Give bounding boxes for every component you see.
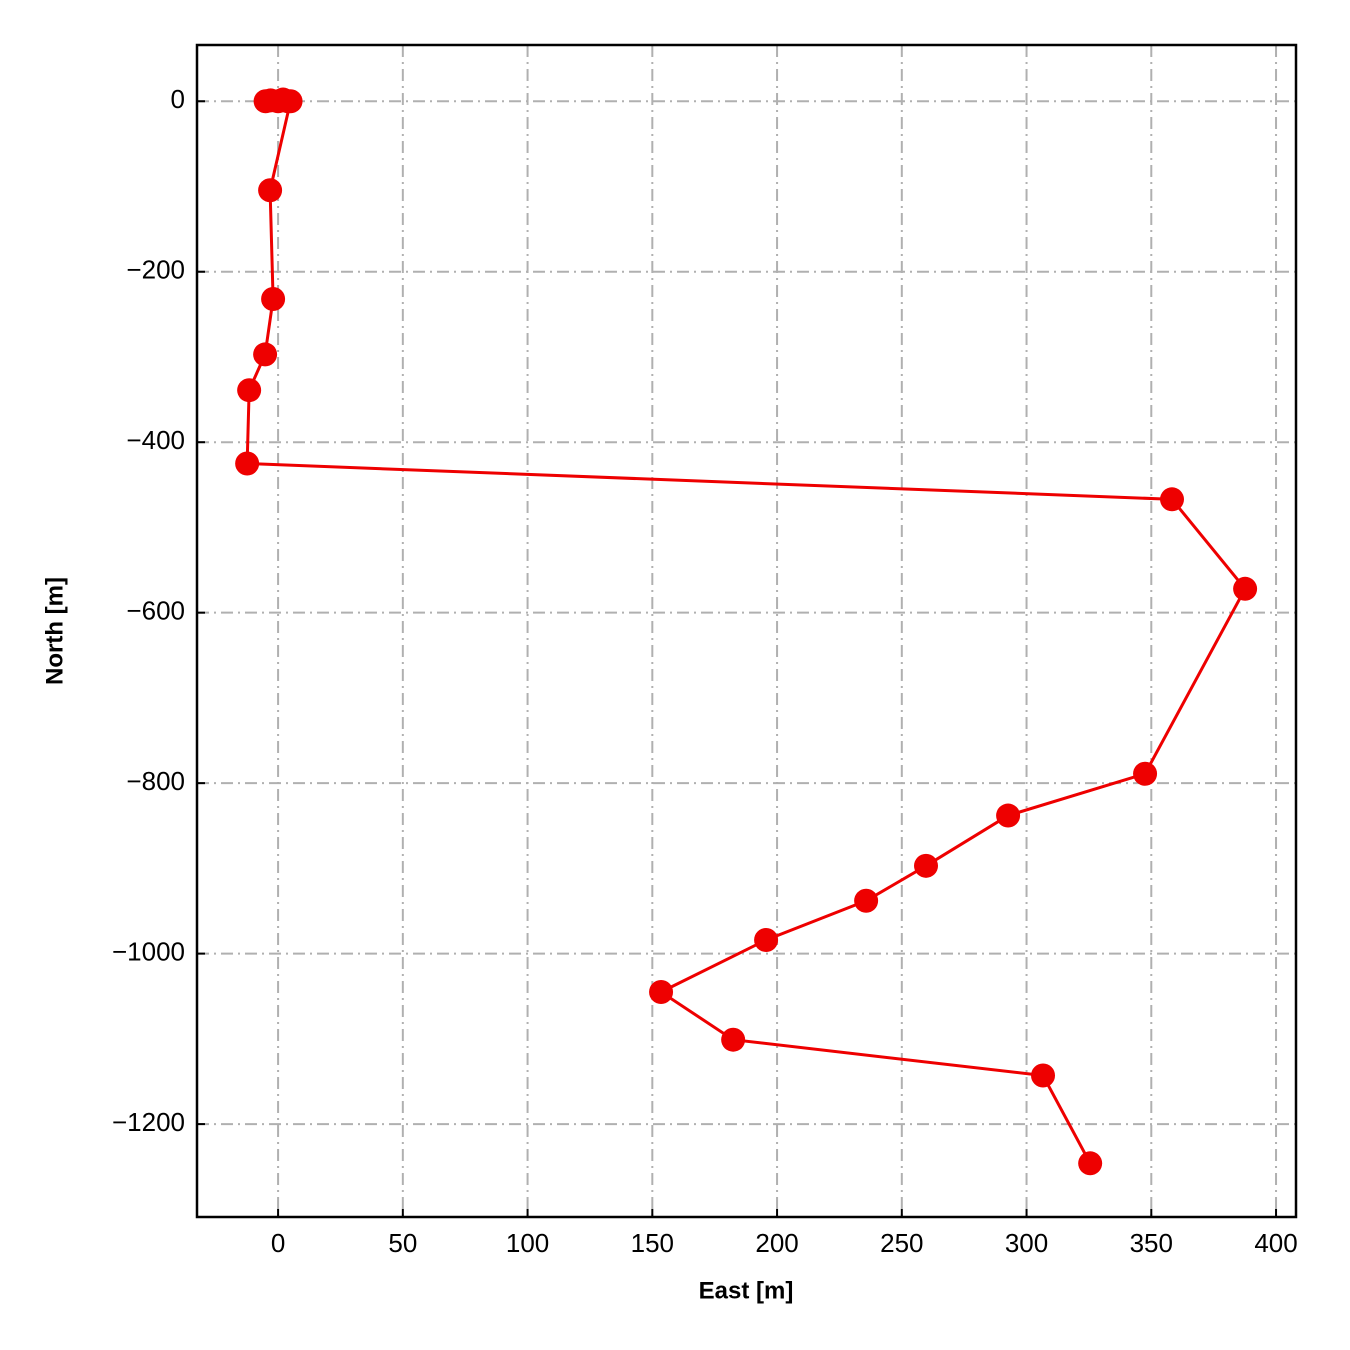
x-tick-label: 300: [1005, 1228, 1048, 1258]
x-tick-label: 400: [1254, 1228, 1297, 1258]
y-tick-label: −400: [126, 425, 185, 455]
x-tick-label: 200: [755, 1228, 798, 1258]
point: [996, 803, 1021, 828]
point: [235, 451, 260, 476]
point: [1078, 1151, 1103, 1176]
point: [237, 378, 262, 403]
point: [1233, 576, 1258, 601]
x-tick-label: 250: [880, 1228, 923, 1258]
y-tick-label: −800: [126, 766, 185, 796]
point: [721, 1027, 746, 1052]
point: [1160, 487, 1185, 512]
y-axis-label: North [m]: [41, 577, 68, 685]
x-tick-label: 100: [506, 1228, 549, 1258]
point: [258, 178, 283, 203]
line: [245, 97, 1247, 1165]
x-tick-label: 150: [631, 1228, 674, 1258]
point: [649, 979, 674, 1004]
y-tick-label: −1000: [112, 936, 185, 966]
y-tick-label: 0: [171, 84, 185, 114]
point: [754, 927, 779, 952]
point: [261, 287, 286, 312]
point: [253, 342, 278, 367]
point: [1031, 1063, 1056, 1088]
x-axis-label: East [m]: [699, 1277, 794, 1304]
x-tick-label: 50: [388, 1228, 417, 1258]
plot-frame: [195, 43, 1298, 1219]
x-tick-label: 350: [1130, 1228, 1173, 1258]
x-tick-label: 0: [271, 1228, 285, 1258]
point: [914, 853, 939, 878]
point: [278, 89, 303, 114]
y-tick-label: −200: [126, 255, 185, 285]
y-tick-label: −600: [126, 596, 185, 626]
y-tick-label: −1200: [112, 1107, 185, 1137]
point: [854, 888, 879, 913]
point: [1133, 761, 1158, 786]
